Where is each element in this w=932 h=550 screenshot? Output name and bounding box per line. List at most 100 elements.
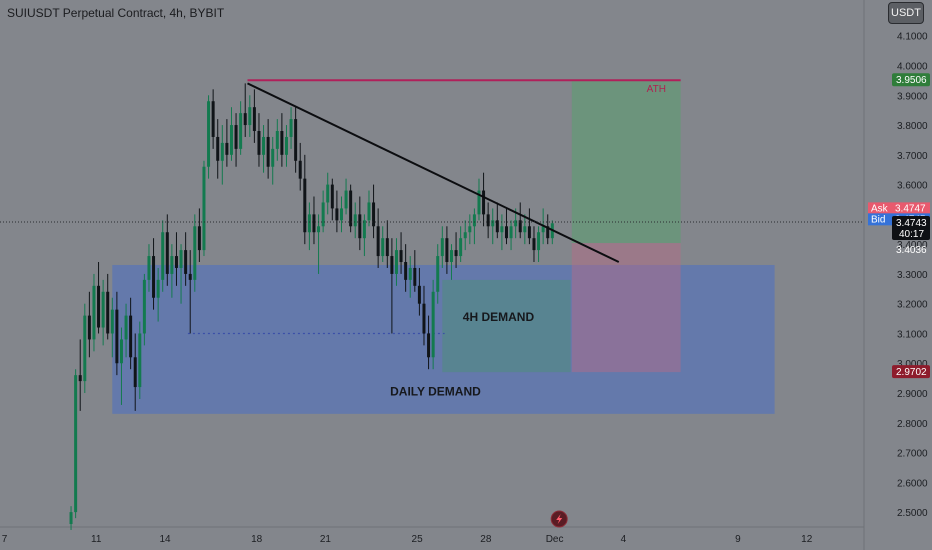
candle-body	[257, 131, 261, 155]
candle	[211, 89, 215, 149]
candle-body	[518, 220, 522, 233]
zone-label-4h: 4H DEMAND	[463, 310, 535, 324]
candle-body	[294, 119, 298, 161]
candle	[257, 113, 261, 167]
candle	[546, 214, 550, 245]
target-price-tag-bg	[892, 73, 930, 87]
candle-body	[101, 291, 105, 328]
lightning-icon	[550, 510, 568, 528]
candle-body	[317, 226, 321, 233]
candle	[376, 208, 380, 268]
candle-body	[509, 226, 513, 239]
candle-body	[427, 333, 431, 358]
candle	[188, 250, 192, 334]
x-tick-label: 14	[159, 534, 171, 545]
y-tick-label: 3.8000	[897, 121, 928, 132]
candle-body	[527, 226, 531, 239]
candle-body	[408, 267, 412, 280]
candle-body	[413, 267, 417, 286]
candle-body	[353, 214, 357, 227]
candle-body	[537, 232, 541, 251]
entry-price-label: 3.4036	[896, 245, 927, 256]
candle-body	[97, 285, 101, 328]
x-tick-label: 25	[412, 534, 424, 545]
candle	[394, 238, 398, 286]
candle-body	[335, 208, 339, 221]
candle	[477, 178, 481, 221]
x-tick-label: 11	[91, 534, 102, 545]
candle-body	[372, 202, 376, 227]
candle	[500, 214, 504, 251]
candle	[92, 273, 96, 352]
bid-label: Bid	[871, 214, 885, 225]
demand-zone	[442, 279, 571, 373]
candle-body	[266, 136, 270, 167]
candle	[339, 196, 343, 233]
chart-title: SUIUSDT Perpetual Contract, 4h, BYBIT	[7, 6, 225, 20]
candle-body	[523, 226, 527, 233]
x-tick-label: 7	[2, 534, 8, 545]
candle-body	[124, 315, 128, 340]
candle	[271, 136, 275, 185]
target-price-tag-value: 3.9506	[896, 75, 927, 86]
candle	[353, 202, 357, 239]
candle	[422, 285, 426, 346]
candle	[445, 226, 449, 274]
candle-body	[87, 315, 91, 340]
candle	[417, 267, 421, 316]
x-tick-label: 28	[480, 534, 492, 545]
candle	[390, 238, 394, 334]
candle	[344, 178, 348, 215]
candle-body	[174, 256, 178, 268]
candle-body	[119, 339, 123, 364]
candle	[298, 142, 302, 191]
candle	[74, 369, 78, 519]
candle-body	[422, 303, 426, 334]
candle-body	[110, 309, 114, 334]
y-tick-label: 3.9000	[897, 91, 928, 102]
candle-body	[280, 131, 284, 155]
candle	[69, 506, 73, 530]
candle	[454, 232, 458, 268]
candle-body	[445, 238, 449, 263]
candle	[220, 125, 224, 185]
stop-price-tag-value: 2.9702	[896, 367, 927, 378]
candle	[509, 220, 513, 251]
candle-body	[500, 226, 504, 233]
candle	[78, 339, 82, 411]
candle	[372, 184, 376, 239]
candle	[532, 226, 536, 263]
candle	[179, 244, 183, 304]
currency-button[interactable]: USDT	[888, 2, 924, 24]
candle-body	[385, 238, 389, 257]
candle	[248, 95, 252, 137]
candle-body	[289, 119, 293, 137]
candle	[133, 333, 137, 411]
candle-body	[188, 273, 192, 280]
ask-value: 3.4747	[895, 203, 926, 214]
candle	[87, 291, 91, 358]
current-price-value: 3.4743	[896, 218, 927, 229]
candle	[381, 226, 385, 263]
candle-body	[358, 214, 362, 239]
candle	[193, 214, 197, 292]
y-tick-label: 3.3000	[897, 270, 928, 281]
y-tick-label: 3.1000	[897, 329, 928, 340]
candle	[330, 178, 334, 221]
candle-body	[394, 250, 398, 274]
y-tick-label: 2.6000	[897, 478, 928, 489]
candle-body	[472, 214, 476, 227]
candle	[119, 327, 123, 405]
candle-body	[482, 190, 486, 215]
current-price-tag-bg	[892, 216, 930, 241]
candle	[431, 279, 435, 370]
y-tick-label: 4.1000	[897, 32, 928, 43]
ask-tag-bg	[868, 202, 930, 215]
candle-body	[147, 256, 151, 280]
candle	[413, 250, 417, 292]
candle	[472, 208, 476, 245]
candle-body	[486, 214, 490, 227]
candle	[147, 244, 151, 292]
